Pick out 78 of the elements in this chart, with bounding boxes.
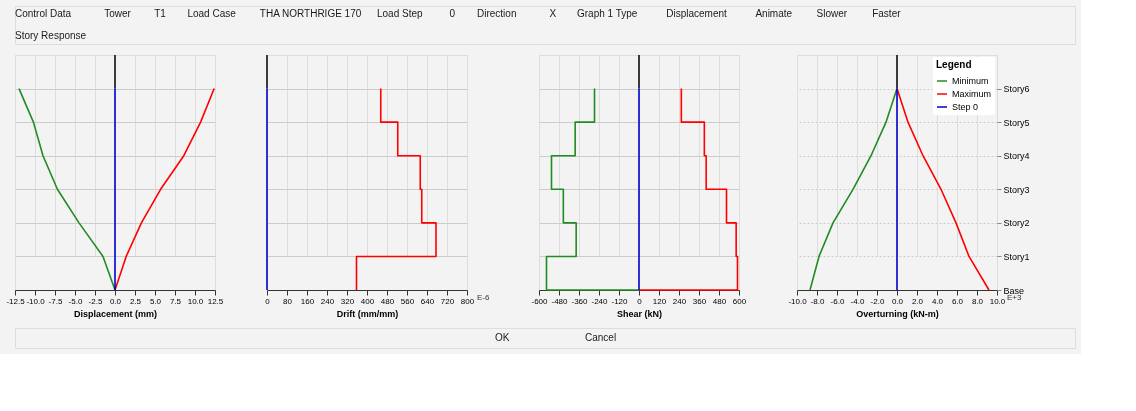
x-tick-label: -10.0 [26,296,46,306]
text: Slower [816,8,848,19]
text: OK [495,332,510,343]
x-tick-label: 640 [420,296,435,306]
text: Animate [755,8,793,19]
x-axis-title: Overturning (kN-m) [856,308,939,319]
x-tick-label: 400 [360,296,375,306]
x-tick-label: 7.5 [169,296,182,306]
x-tick-label: 720 [440,296,455,306]
x-tick-label: 5.0 [149,296,162,306]
x-tick-label: -2.0 [870,296,885,306]
x-tick-label: 4.0 [931,296,944,306]
y-tick-label: Story4 [1003,151,1030,162]
legend-label: Step 0 [952,102,979,112]
y-tick-label: Base [1003,285,1025,296]
text: X [549,8,557,19]
text: 0 [449,8,456,19]
caption: Graph 1 Type [577,8,638,19]
x-axis-title: Shear (kN) [616,308,663,319]
text: E-6 [477,293,490,302]
x-tick-label: -360 [571,296,589,306]
text: Load Case [187,8,237,19]
x-tick-label: -12.5 [6,296,26,306]
x-tick-label: -6.0 [830,296,845,306]
y-tick-label: Story5 [1003,117,1030,128]
x-tick-label: 6.0 [951,296,964,306]
legend-label: Minimum [952,76,989,86]
x-tick-label: -10.0 [788,296,808,306]
y-tick-label: Story2 [1003,218,1030,229]
x-tick-label: -600 [531,296,549,306]
x-tick-label: -8.0 [810,296,825,306]
x-tick-label: 240 [672,296,687,306]
x-tick-label: 0 [637,296,643,306]
legend-label: Maximum [952,89,992,99]
text: Story Response [15,30,87,41]
text: E+3 [1007,293,1023,302]
x-tick-label: 2.5 [129,296,142,306]
y-tick-label: Story1 [1003,251,1030,262]
x-tick-label: 0 [265,296,271,306]
x-tick-label: 360 [692,296,707,306]
text: THA NORTHRIGE 170 [259,8,362,19]
text: Faster [872,8,902,19]
x-axis-title: Drift (mm/mm) [336,308,399,319]
x-tick-label: 10.0 [187,296,204,306]
text: Tower [104,8,132,19]
x-tick-label: 600 [732,296,747,306]
x-axis-title: Displacement (mm) [73,308,158,319]
x-tick-label: 240 [320,296,335,306]
x-tick-label: 12.5 [207,296,224,306]
text: Direction [477,8,517,19]
text: T1 [154,8,167,19]
x-tick-label: 0.0 [109,296,122,306]
x-tick-label: -7.5 [48,296,63,306]
x-tick-label: 160 [300,296,315,306]
x-tick-label: 2.0 [911,296,924,306]
legend-title: Legend [936,59,972,70]
x-tick-label: -2.5 [88,296,103,306]
x-tick-label: 10.0 [989,296,1006,306]
text: Control Data [15,8,72,19]
x-tick-label: -480 [551,296,569,306]
x-tick-label: 80 [283,296,293,306]
x-tick-label: 480 [712,296,727,306]
x-tick-label: 560 [400,296,415,306]
x-tick-label: -120 [611,296,629,306]
text: Displacement [666,8,727,19]
x-tick-label: 120 [652,296,667,306]
x-tick-label: 480 [380,296,395,306]
text: Load Step [377,8,424,19]
x-tick-label: 8.0 [971,296,984,306]
x-tick-label: 0.0 [891,296,904,306]
x-tick-label: 320 [340,296,355,306]
y-tick-label: Story6 [1003,84,1030,95]
y-tick-label: Story3 [1003,184,1030,195]
x-tick-label: 800 [460,296,475,306]
text: Cancel [585,332,617,343]
x-tick-label: -5.0 [68,296,83,306]
x-tick-label: -4.0 [850,296,865,306]
x-tick-label: -240 [591,296,609,306]
